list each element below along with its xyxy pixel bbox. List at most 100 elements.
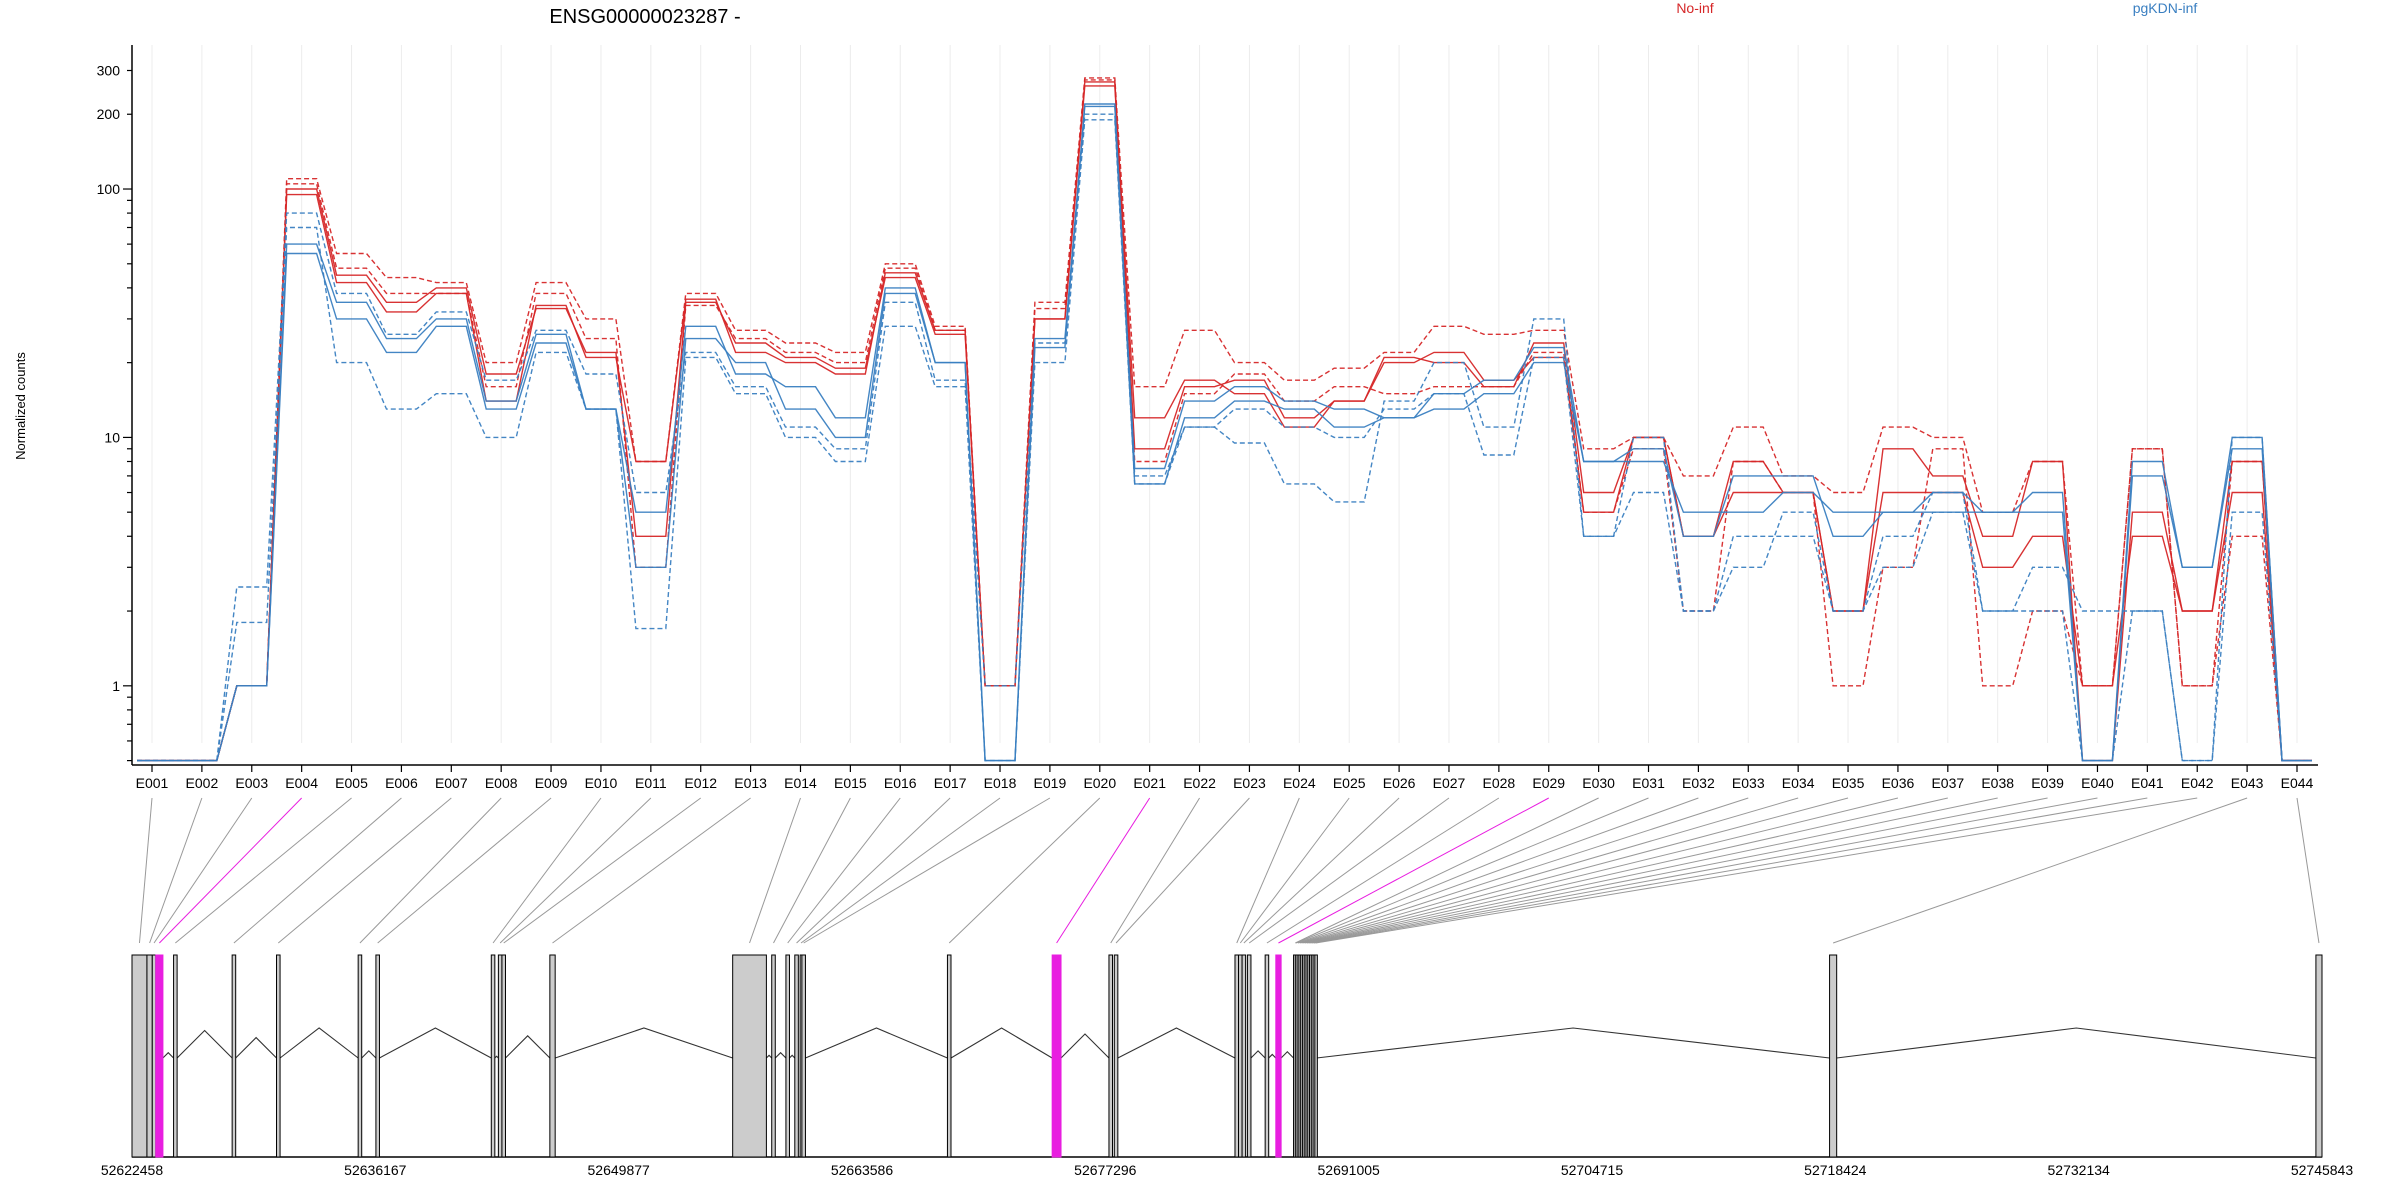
connector-e035	[1303, 797, 1849, 944]
x-tick-label-e002: E002	[186, 775, 219, 791]
connector-e022	[1110, 797, 1200, 944]
x-tick-label-e033: E033	[1732, 775, 1765, 791]
connector-e017	[796, 797, 951, 944]
connector-e026	[1243, 797, 1400, 944]
y-tick-label-100: 100	[97, 181, 121, 197]
exon-box-e029	[1275, 954, 1282, 1158]
exon-box-e009	[375, 954, 380, 1158]
exon-box-e025	[1238, 954, 1243, 1158]
connector-e021	[1056, 797, 1151, 944]
connector-e002	[149, 797, 203, 944]
exon-box-e020	[946, 954, 952, 1158]
x-tick-label-e006: E006	[385, 775, 418, 791]
connector-e043	[1832, 797, 2248, 944]
connector-e008	[359, 797, 502, 944]
series-no-inf-4	[137, 79, 2312, 762]
exon-box-e016	[785, 954, 790, 1158]
intron-16	[789, 1054, 796, 1059]
connector-e032	[1297, 797, 1699, 944]
connector-e016	[787, 797, 901, 944]
x-tick-label-e008: E008	[485, 775, 518, 791]
connector-e013	[552, 797, 751, 944]
exon-box-e026	[1241, 954, 1247, 1158]
x-tick-label-e001: E001	[136, 775, 169, 791]
exon-box-e044	[2315, 954, 2323, 1158]
connector-e006	[233, 797, 402, 944]
connector-e018	[800, 797, 1001, 944]
connector-e044	[2296, 797, 2320, 944]
x-tick-label-e019: E019	[1034, 775, 1067, 791]
exon-box-e006	[231, 954, 237, 1158]
x-tick-label-e041: E041	[2131, 775, 2164, 791]
coordinate-label-8: 52718424	[1804, 1162, 1867, 1178]
intron-20	[950, 1027, 1053, 1059]
x-tick-label-e003: E003	[235, 775, 268, 791]
exon-box-e005	[173, 954, 178, 1158]
x-tick-label-e014: E014	[784, 775, 817, 791]
genomic-coordinate-labels: 52622458 52636167 52649877 52663586 52677296…	[101, 1162, 2354, 1178]
coordinate-label-5: 52677296	[1074, 1162, 1137, 1178]
connector-e015	[773, 797, 851, 944]
exon-box-e023	[1113, 954, 1119, 1158]
exon-box-e008	[357, 954, 363, 1158]
series-pgkdn-inf-6	[137, 105, 2312, 762]
intron-27	[1250, 1050, 1266, 1059]
coordinate-label-4: 52663586	[831, 1162, 894, 1178]
intron-29	[1280, 1051, 1294, 1059]
chart-title: ENSG00000023287 -	[549, 6, 740, 28]
x-tick-label-e020: E020	[1083, 775, 1116, 791]
x-tick-label-e029: E029	[1532, 775, 1565, 791]
connector-e030	[1295, 797, 1599, 944]
intron-10	[494, 1055, 499, 1059]
x-tick-label-e021: E021	[1133, 775, 1166, 791]
x-tick-label-e025: E025	[1333, 775, 1366, 791]
x-tick-label-e038: E038	[1981, 775, 2014, 791]
connector-e034	[1301, 797, 1799, 944]
x-tick-label-e015: E015	[834, 775, 867, 791]
exon-box-e024	[1234, 954, 1240, 1158]
x-tick-label-e005: E005	[335, 775, 368, 791]
intron-12	[505, 1035, 551, 1059]
x-tick-label-e034: E034	[1782, 775, 1815, 791]
x-tick-label-e016: E016	[884, 775, 917, 791]
exon-box-e010	[490, 954, 496, 1158]
intron-6	[235, 1036, 277, 1059]
gene-model	[131, 954, 2323, 1158]
connector-e040	[1312, 797, 2098, 944]
connector-e019	[803, 797, 1051, 944]
exon-box-e021	[1051, 954, 1062, 1158]
x-tick-label-e030: E030	[1582, 775, 1615, 791]
exon-box-e014	[732, 954, 767, 1158]
connector-e042	[1315, 797, 2198, 944]
x-tick-label-e022: E022	[1183, 775, 1216, 791]
connector-e037	[1306, 797, 1948, 944]
x-tick-label-e039: E039	[2031, 775, 2064, 791]
series-pgkdn-inf-5	[137, 103, 2312, 762]
connector-e005	[175, 797, 352, 944]
exon-box-e012	[501, 954, 506, 1158]
x-tick-label-e011: E011	[635, 775, 667, 791]
coordinate-label-6: 52691005	[1318, 1162, 1381, 1178]
exon-box-e022	[1108, 954, 1114, 1158]
exon-box-e004	[155, 954, 164, 1158]
exon-box-e042	[1314, 954, 1318, 1158]
x-tick-label-e037: E037	[1931, 775, 1964, 791]
connector-e028	[1266, 797, 1500, 944]
exon-box-e007	[276, 954, 281, 1158]
connector-e033	[1299, 797, 1749, 944]
x-tick-label-e004: E004	[285, 775, 318, 791]
intron-21	[1060, 1033, 1110, 1059]
intron-15	[774, 1051, 787, 1059]
y-tick-label-1: 1	[112, 678, 120, 694]
connector-e007	[277, 797, 452, 944]
series-pgkdn-inf-7	[137, 113, 2312, 762]
coordinate-label-7: 52704715	[1561, 1162, 1624, 1178]
x-tick-label-e035: E035	[1832, 775, 1865, 791]
connector-e023	[1115, 797, 1250, 944]
connector-e020	[948, 797, 1101, 944]
coordinate-label-2: 52636167	[344, 1162, 407, 1178]
intron-23	[1117, 1027, 1236, 1059]
x-tick-label-e028: E028	[1483, 775, 1516, 791]
exon-box-e043	[1829, 954, 1838, 1158]
x-tick-label-e043: E043	[2231, 775, 2264, 791]
